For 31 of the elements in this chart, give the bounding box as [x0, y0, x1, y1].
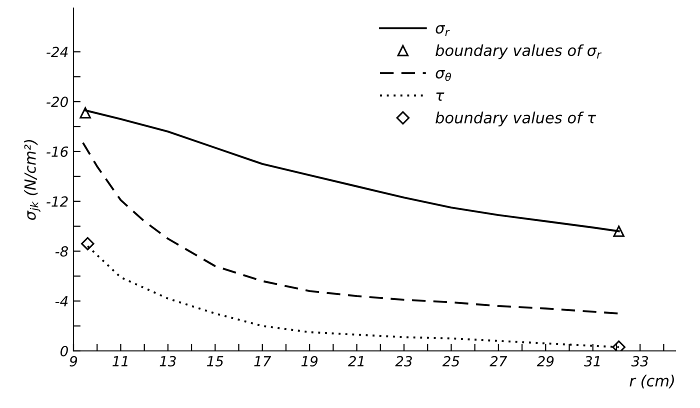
y-tick-label: -4 [55, 296, 68, 306]
x-tick-label: 9 [70, 356, 78, 366]
point [81, 237, 94, 250]
x-tick-label: 11 [112, 356, 128, 366]
y-tick-label: 0 [60, 346, 68, 356]
y-tick-label: -8 [55, 246, 68, 257]
x-tick-label: 19 [301, 356, 318, 366]
y-tick-label: -12 [46, 196, 68, 207]
x-axis-title: r (cm) [630, 374, 674, 388]
legend-label: boundary values of σ$_{r}$ [436, 44, 602, 60]
y-tick-label: -20 [46, 96, 68, 108]
x-tick-label: 17 [254, 356, 272, 366]
x-tick-label: 21 [348, 356, 364, 366]
x-tick-label: 15 [206, 356, 224, 366]
legend-label: σ$_{θ}$ [436, 70, 451, 81]
x-tick-label: 27 [490, 356, 508, 366]
x-tick-label: 25 [442, 356, 460, 366]
y-tick-label: -16 [46, 146, 68, 157]
x-tick-label: 31 [584, 356, 600, 366]
y-tick-label: -24 [46, 46, 68, 58]
point [613, 226, 624, 237]
line-series [82, 142, 620, 314]
x-tick-label: 33 [631, 356, 648, 366]
x-tick-label: 13 [160, 356, 176, 366]
x-tick-label: 29 [536, 356, 554, 366]
y-axis-title: σ$_{jk}$ (N/cm²) [24, 140, 40, 220]
legend-label: σ$_{r}$ [436, 25, 450, 36]
legend-label: boundary values of τ [436, 112, 596, 126]
legend-label: τ [436, 92, 444, 101]
x-tick-label: 23 [395, 356, 412, 366]
point [80, 107, 91, 118]
